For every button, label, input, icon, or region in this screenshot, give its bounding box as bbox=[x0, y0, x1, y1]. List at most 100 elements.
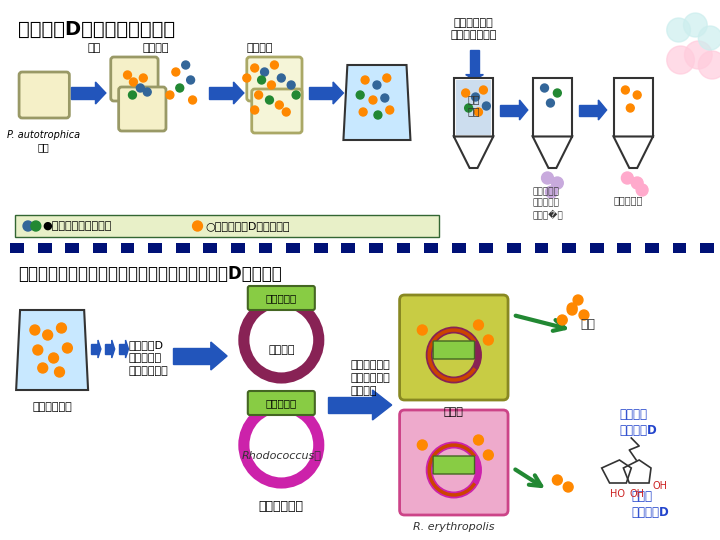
Circle shape bbox=[136, 84, 144, 92]
Circle shape bbox=[30, 325, 40, 335]
Circle shape bbox=[261, 68, 269, 76]
Bar bbox=[52, 243, 66, 253]
Circle shape bbox=[482, 102, 490, 110]
Bar bbox=[466, 243, 480, 253]
Circle shape bbox=[483, 335, 493, 345]
Bar bbox=[562, 243, 576, 253]
Text: 不活性型
ビタミンD: 不活性型 ビタミンD bbox=[619, 408, 657, 437]
Polygon shape bbox=[233, 82, 244, 104]
Text: ●：細胞内タンパク質: ●：細胞内タンパク質 bbox=[42, 221, 112, 231]
Circle shape bbox=[49, 353, 58, 363]
Circle shape bbox=[374, 111, 382, 119]
Polygon shape bbox=[466, 75, 483, 80]
Circle shape bbox=[251, 64, 258, 72]
FancyBboxPatch shape bbox=[400, 295, 508, 400]
Circle shape bbox=[55, 367, 64, 377]
Bar bbox=[659, 243, 672, 253]
Text: ビタミンD水酸化酵素の分離: ビタミンD水酸化酵素の分離 bbox=[18, 20, 175, 39]
Bar bbox=[500, 105, 520, 116]
Circle shape bbox=[268, 81, 275, 89]
Polygon shape bbox=[520, 100, 528, 120]
Bar bbox=[210, 87, 233, 99]
Bar bbox=[309, 87, 333, 99]
Text: ビタミンD
水酸化酵素
遺伝子の取得: ビタミンD 水酸化酵素 遺伝子の取得 bbox=[128, 340, 168, 376]
Text: 細胞破砕: 細胞破砕 bbox=[143, 43, 169, 53]
Bar bbox=[507, 243, 521, 253]
Bar bbox=[341, 243, 355, 253]
Circle shape bbox=[418, 325, 427, 335]
Text: 精製: 精製 bbox=[580, 319, 595, 332]
Bar bbox=[258, 243, 272, 253]
Bar bbox=[121, 243, 135, 253]
Bar bbox=[38, 243, 52, 253]
Text: 精製酵素溶液: 精製酵素溶液 bbox=[32, 402, 72, 412]
Text: ○：ビタミンD水酸化酵素: ○：ビタミンD水酸化酵素 bbox=[205, 221, 290, 231]
Circle shape bbox=[359, 108, 367, 116]
Text: 活性型
ビタミンD: 活性型 ビタミンD bbox=[631, 490, 669, 519]
Circle shape bbox=[124, 71, 132, 79]
Bar bbox=[576, 243, 590, 253]
Circle shape bbox=[474, 435, 483, 445]
Polygon shape bbox=[372, 390, 392, 420]
Bar bbox=[480, 243, 493, 253]
Text: 酵素を溶出: 酵素を溶出 bbox=[613, 195, 643, 205]
Bar bbox=[493, 243, 507, 253]
Circle shape bbox=[464, 104, 472, 112]
Circle shape bbox=[381, 94, 389, 102]
Text: 遠心分離: 遠心分離 bbox=[247, 43, 274, 53]
Bar bbox=[424, 243, 438, 253]
Circle shape bbox=[166, 91, 174, 99]
Circle shape bbox=[621, 86, 629, 94]
Circle shape bbox=[546, 186, 557, 198]
Circle shape bbox=[181, 61, 189, 69]
Text: 大腸菌用: 大腸菌用 bbox=[268, 345, 294, 355]
Circle shape bbox=[255, 91, 263, 99]
Polygon shape bbox=[533, 137, 572, 168]
FancyBboxPatch shape bbox=[248, 391, 315, 415]
Bar bbox=[618, 243, 631, 253]
Bar bbox=[397, 243, 410, 253]
Circle shape bbox=[483, 450, 493, 460]
Text: タンパク質を
吸着樹脂に通す: タンパク質を 吸着樹脂に通す bbox=[450, 18, 497, 39]
Polygon shape bbox=[112, 340, 114, 358]
Bar bbox=[438, 243, 452, 253]
Bar bbox=[535, 243, 549, 253]
Circle shape bbox=[63, 343, 72, 353]
Circle shape bbox=[546, 99, 554, 107]
Text: P. autotrophica
細胞: P. autotrophica 細胞 bbox=[7, 130, 81, 152]
Circle shape bbox=[282, 108, 290, 116]
Text: 酵素遺伝子: 酵素遺伝子 bbox=[266, 293, 297, 303]
Bar bbox=[328, 397, 372, 413]
Bar bbox=[410, 243, 424, 253]
FancyBboxPatch shape bbox=[433, 456, 474, 474]
Polygon shape bbox=[454, 137, 493, 168]
Circle shape bbox=[176, 84, 184, 92]
Circle shape bbox=[140, 74, 148, 82]
Circle shape bbox=[698, 51, 720, 79]
Polygon shape bbox=[333, 82, 343, 104]
Circle shape bbox=[57, 323, 66, 333]
Circle shape bbox=[128, 91, 136, 99]
Bar bbox=[314, 243, 328, 253]
Bar bbox=[714, 243, 720, 253]
Circle shape bbox=[474, 108, 482, 116]
Polygon shape bbox=[343, 65, 410, 140]
Bar bbox=[645, 243, 659, 253]
FancyBboxPatch shape bbox=[433, 341, 474, 359]
Circle shape bbox=[130, 78, 138, 86]
Text: 培養: 培養 bbox=[87, 43, 101, 53]
Circle shape bbox=[369, 96, 377, 104]
Circle shape bbox=[579, 310, 589, 320]
Circle shape bbox=[626, 104, 634, 112]
Bar bbox=[521, 243, 535, 253]
Bar bbox=[189, 243, 204, 253]
FancyBboxPatch shape bbox=[111, 57, 158, 101]
Circle shape bbox=[462, 89, 469, 97]
Circle shape bbox=[474, 320, 483, 330]
Polygon shape bbox=[125, 340, 128, 358]
Bar bbox=[105, 344, 112, 354]
Bar bbox=[217, 243, 231, 253]
Bar bbox=[549, 243, 562, 253]
Circle shape bbox=[292, 91, 300, 99]
Circle shape bbox=[563, 482, 573, 492]
